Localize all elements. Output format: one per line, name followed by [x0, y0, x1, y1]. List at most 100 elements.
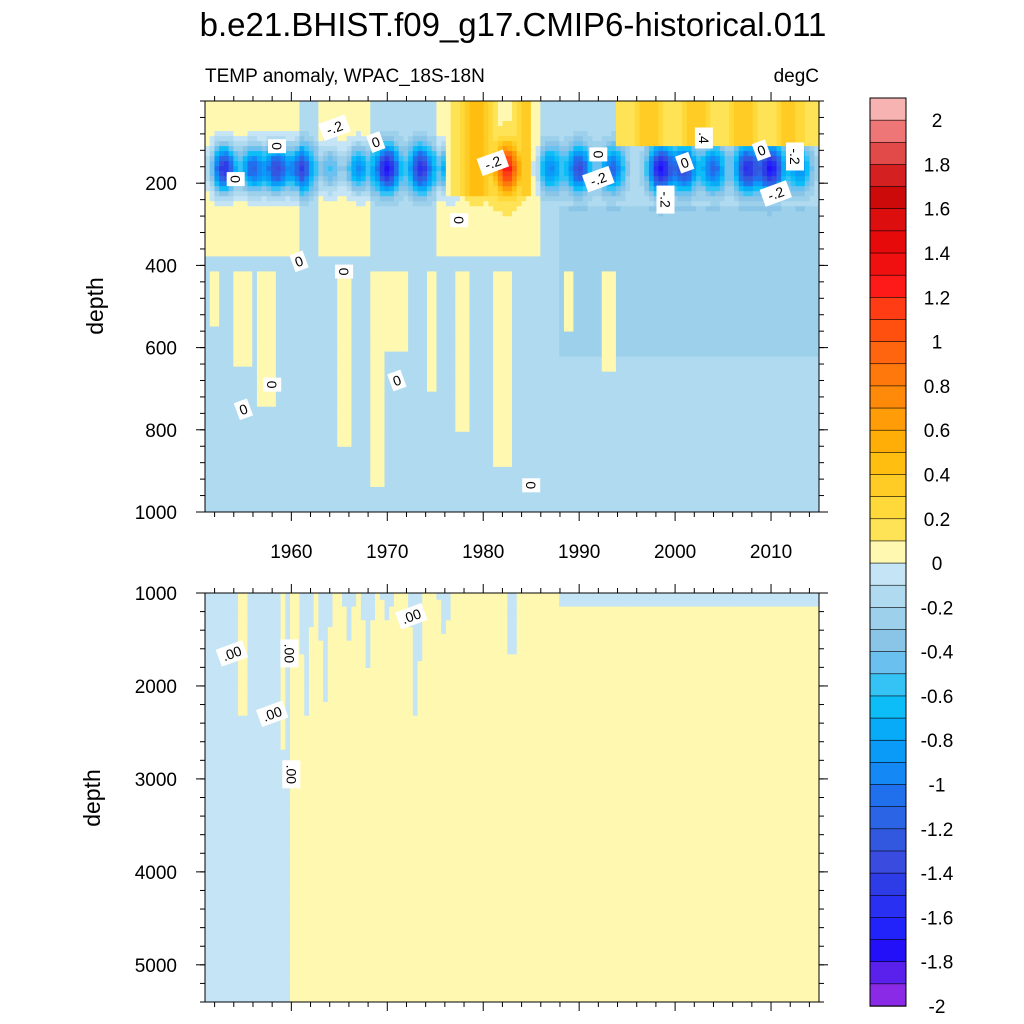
- y-tick-label: 600: [145, 339, 177, 360]
- colorbar-label: 1.4: [924, 244, 951, 265]
- contour-label: .00: [395, 602, 428, 630]
- contour-label: 0: [226, 172, 245, 187]
- contour-label: 0: [268, 139, 286, 154]
- colorbar-swatch: [869, 651, 907, 675]
- colorbar-swatch: [869, 164, 907, 188]
- colorbar-swatch: [869, 850, 907, 874]
- contour-label: 0: [522, 478, 541, 493]
- colorbar-label: 1.6: [924, 200, 950, 221]
- contour-label: 0: [589, 147, 608, 162]
- y-tick-label: 4000: [135, 863, 177, 884]
- colorbar-label: -2: [929, 997, 946, 1018]
- colorbar-swatch: [869, 584, 907, 609]
- colorbar-swatch: [869, 784, 907, 808]
- colorbar-label: 0.4: [924, 466, 951, 487]
- colorbar-swatch: [869, 363, 907, 387]
- contour-label: 0: [450, 213, 469, 228]
- colorbar-swatch: [869, 474, 907, 498]
- y-tick-label: 800: [145, 421, 177, 442]
- right-subtitle: degC: [774, 66, 819, 87]
- colorbar-swatch: [869, 208, 907, 232]
- colorbar-swatch: [869, 341, 907, 365]
- colorbar-label: -1.2: [921, 820, 954, 841]
- colorbar-label: -1.6: [921, 908, 954, 929]
- colorbar-swatch: [869, 97, 907, 121]
- colorbar-swatch: [869, 607, 907, 631]
- contour-label: .00: [215, 640, 249, 667]
- y-tick-label: 200: [145, 174, 177, 195]
- colorbar-label: 1.8: [924, 155, 950, 176]
- colorbar-swatch: [869, 230, 907, 254]
- colorbar-swatch: [869, 274, 907, 299]
- colorbar-label: -0.2: [921, 598, 954, 619]
- colorbar-label: 1.2: [924, 288, 950, 309]
- colorbar-swatch: [869, 961, 907, 985]
- colorbar-swatch: [869, 252, 907, 276]
- contour-label: -.2: [318, 114, 351, 141]
- contour-label: 0: [263, 377, 282, 392]
- colorbar-label: 0: [932, 554, 943, 575]
- colorbar-label: 1: [932, 333, 943, 354]
- colorbar-label: 2: [932, 111, 943, 132]
- lower-panel: .00 .00 .00 .00 .00 1000 2000 3000 4000 5000 dep…: [79, 584, 828, 1011]
- upper-ylabel: depth: [82, 277, 108, 335]
- colorbar-label: 0.6: [924, 421, 950, 442]
- colorbar-swatch: [869, 673, 907, 697]
- colorbar-swatch: [869, 319, 907, 343]
- x-tick-label: 1990: [558, 542, 600, 563]
- colorbar-swatch: [869, 739, 907, 764]
- colorbar-label: 0.8: [924, 377, 950, 398]
- figure-title: b.e21.BHIST.f09_g17.CMIP6-historical.011: [200, 6, 827, 43]
- colorbar-swatch: [869, 540, 907, 564]
- colorbar-swatch: [869, 186, 907, 210]
- colorbar: 2 1.8 1.6 1.4 1.2 1 0.8 0.6 0.4 0.2 0 -0.2 -0.4 -0.6 -…: [869, 97, 954, 1018]
- x-tick-label: 1980: [462, 542, 504, 563]
- colorbar-label: -1.4: [921, 864, 954, 885]
- colorbar-swatch: [869, 141, 907, 166]
- contour-label: 0: [233, 398, 254, 421]
- colorbar-swatch: [869, 119, 907, 144]
- colorbar-label: -1.8: [921, 953, 954, 974]
- colorbar-swatch: [869, 452, 907, 476]
- colorbar-swatch: [869, 828, 907, 852]
- y-tick-label: 3000: [135, 770, 177, 791]
- colorbar-swatch: [869, 983, 907, 1007]
- contour-label: -.2: [759, 180, 793, 207]
- colorbar-swatch: [869, 496, 907, 520]
- contour-label: -.2: [656, 185, 675, 214]
- x-tick-label: 2010: [750, 542, 792, 563]
- colorbar-label: -0.6: [921, 687, 954, 708]
- contour-label: .00: [282, 760, 301, 789]
- colorbar-swatch: [869, 385, 907, 409]
- contour-label: 0: [751, 139, 772, 162]
- y-tick-label: 2000: [135, 677, 177, 698]
- colorbar-label: -0.8: [921, 731, 954, 752]
- contour-label: 0: [387, 369, 407, 392]
- contour-label: 0: [366, 131, 386, 153]
- colorbar-label: -1: [929, 776, 946, 797]
- colorbar-swatch: [869, 695, 907, 719]
- y-tick-label: 5000: [135, 956, 177, 977]
- colorbar-label: -0.4: [921, 643, 954, 664]
- x-tick-label: 2000: [654, 542, 696, 563]
- left-subtitle: TEMP anomaly, WPAC_18S-18N: [205, 66, 485, 87]
- colorbar-swatch: [869, 939, 907, 963]
- colorbar-swatch: [869, 629, 907, 653]
- contour-label: .00: [255, 700, 289, 728]
- colorbar-swatch: [869, 917, 907, 941]
- colorbar-swatch: [869, 562, 907, 586]
- lower-field: .00 .00 .00 .00 .00: [205, 593, 819, 1002]
- contour-label: 0: [675, 151, 695, 174]
- x-tick-label: 1970: [366, 542, 408, 563]
- colorbar-swatch: [869, 407, 907, 431]
- y-tick-label: 1000: [135, 584, 177, 605]
- colorbar-swatch: [869, 717, 907, 741]
- y-tick-label: 1000: [135, 503, 177, 524]
- contour-label: 0: [289, 250, 309, 273]
- contour-label: .4: [694, 127, 713, 149]
- lower-ylabel: depth: [79, 769, 105, 827]
- x-tick-label: 1960: [270, 542, 312, 563]
- colorbar-swatch: [869, 518, 907, 542]
